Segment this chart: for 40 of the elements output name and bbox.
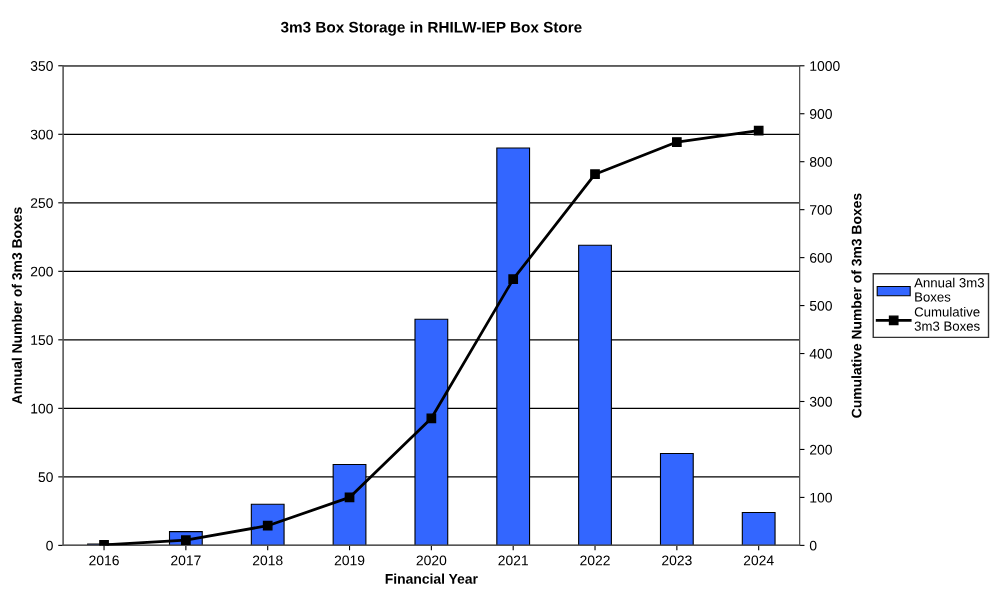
y2-tick-label: 900 (809, 109, 832, 119)
bar (741, 511, 776, 546)
y2-tick-label: 200 (810, 444, 832, 455)
x-tick-label: 2018 (252, 555, 283, 566)
x-tick-label: 2021 (498, 555, 528, 566)
y2-tick-label: 800 (809, 157, 832, 167)
x-tick-label: 2020 (416, 555, 447, 566)
y2-tick-label: 600 (810, 252, 832, 263)
x-axis-title: Financial Year (385, 573, 478, 584)
point (508, 274, 519, 285)
y-tick-label: 300 (30, 129, 53, 140)
x-tick-label: 2017 (171, 555, 201, 566)
legend-label: Annual 3m3 Boxes (914, 277, 984, 302)
y2-tick-label: 0 (809, 540, 817, 551)
point (753, 125, 764, 136)
y2-tick-label: 500 (809, 300, 832, 311)
y2-tick-label: 100 (810, 492, 832, 503)
y2-tick-label: 700 (810, 204, 832, 215)
y-tick-label: 350 (30, 61, 53, 71)
y-tick-label: 100 (31, 403, 53, 414)
y-axis-title: Annual Number of 3m3 Boxes (11, 207, 22, 405)
point (671, 137, 682, 147)
y-tick-label: 0 (46, 540, 53, 551)
chart-title: 3m3 Box Storage in RHILW-IEP Box Store (280, 21, 582, 36)
x-tick-label: 2024 (743, 555, 774, 566)
x-tick-label: 2022 (580, 555, 610, 566)
x-tick-label: 2019 (334, 555, 365, 566)
y-tick-label: 50 (38, 472, 53, 483)
y2-tick-label: 1000 (810, 61, 840, 71)
y-tick-label: 250 (30, 198, 53, 208)
y2-axis-title: Cumulative Number of 3m3 Boxes (851, 193, 862, 418)
y-tick-label: 150 (31, 335, 53, 345)
y-tick-label: 200 (30, 266, 53, 277)
y2-tick-label: 400 (809, 348, 832, 359)
point (426, 413, 437, 424)
x-tick-label: 2023 (662, 555, 692, 566)
x-tick-label: 2016 (89, 555, 119, 566)
y2-tick-label: 300 (809, 396, 832, 407)
point (590, 169, 600, 180)
legend-label: Cumulative 3m3 Boxes (914, 306, 980, 331)
